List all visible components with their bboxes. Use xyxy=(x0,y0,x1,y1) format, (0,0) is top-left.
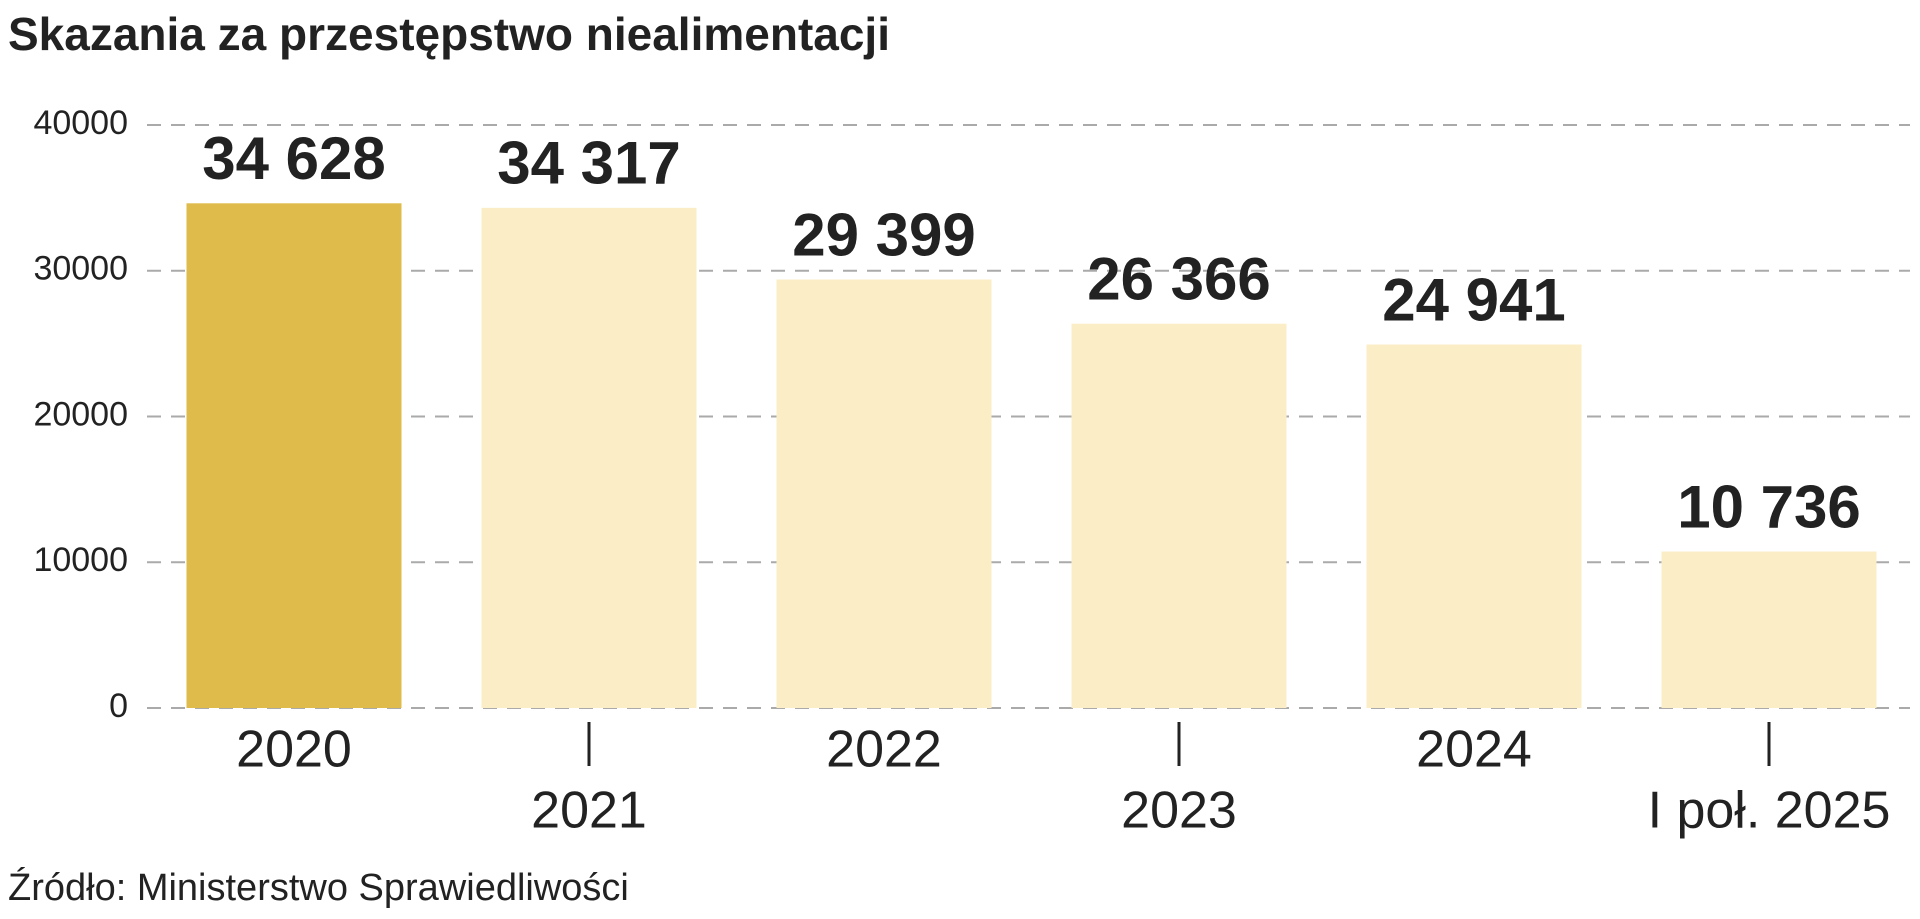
bar xyxy=(481,207,697,709)
bar xyxy=(1366,344,1582,708)
chart-title: Skazania za przestępstwo niealimentacji xyxy=(8,8,890,60)
source: Źródło: Ministerstwo Sprawiedliwości xyxy=(8,866,629,909)
x-tick-label: 2021 xyxy=(531,782,647,840)
bar xyxy=(1661,551,1877,708)
y-tick-label: 10000 xyxy=(33,541,128,579)
value-label: 29 399 xyxy=(792,201,976,268)
x-tick-label: 2020 xyxy=(236,721,352,779)
bar xyxy=(1071,323,1287,708)
bar xyxy=(186,203,402,708)
x-tick-label: 2022 xyxy=(826,721,942,779)
x-tick-label: 2023 xyxy=(1121,782,1237,840)
value-label: 26 366 xyxy=(1087,246,1271,313)
value-label: 34 628 xyxy=(202,125,386,192)
value-label: 10 736 xyxy=(1677,473,1861,540)
y-tick-label: 20000 xyxy=(33,395,128,433)
y-tick-label: 30000 xyxy=(33,250,128,288)
x-tick-label: I poł. 2025 xyxy=(1648,782,1891,840)
value-label: 24 941 xyxy=(1382,266,1566,333)
x-tick-label: 2024 xyxy=(1416,721,1532,779)
y-tick-label: 0 xyxy=(109,687,128,725)
y-tick-label: 40000 xyxy=(33,104,128,142)
value-label: 34 317 xyxy=(497,130,681,197)
bar xyxy=(776,279,992,708)
